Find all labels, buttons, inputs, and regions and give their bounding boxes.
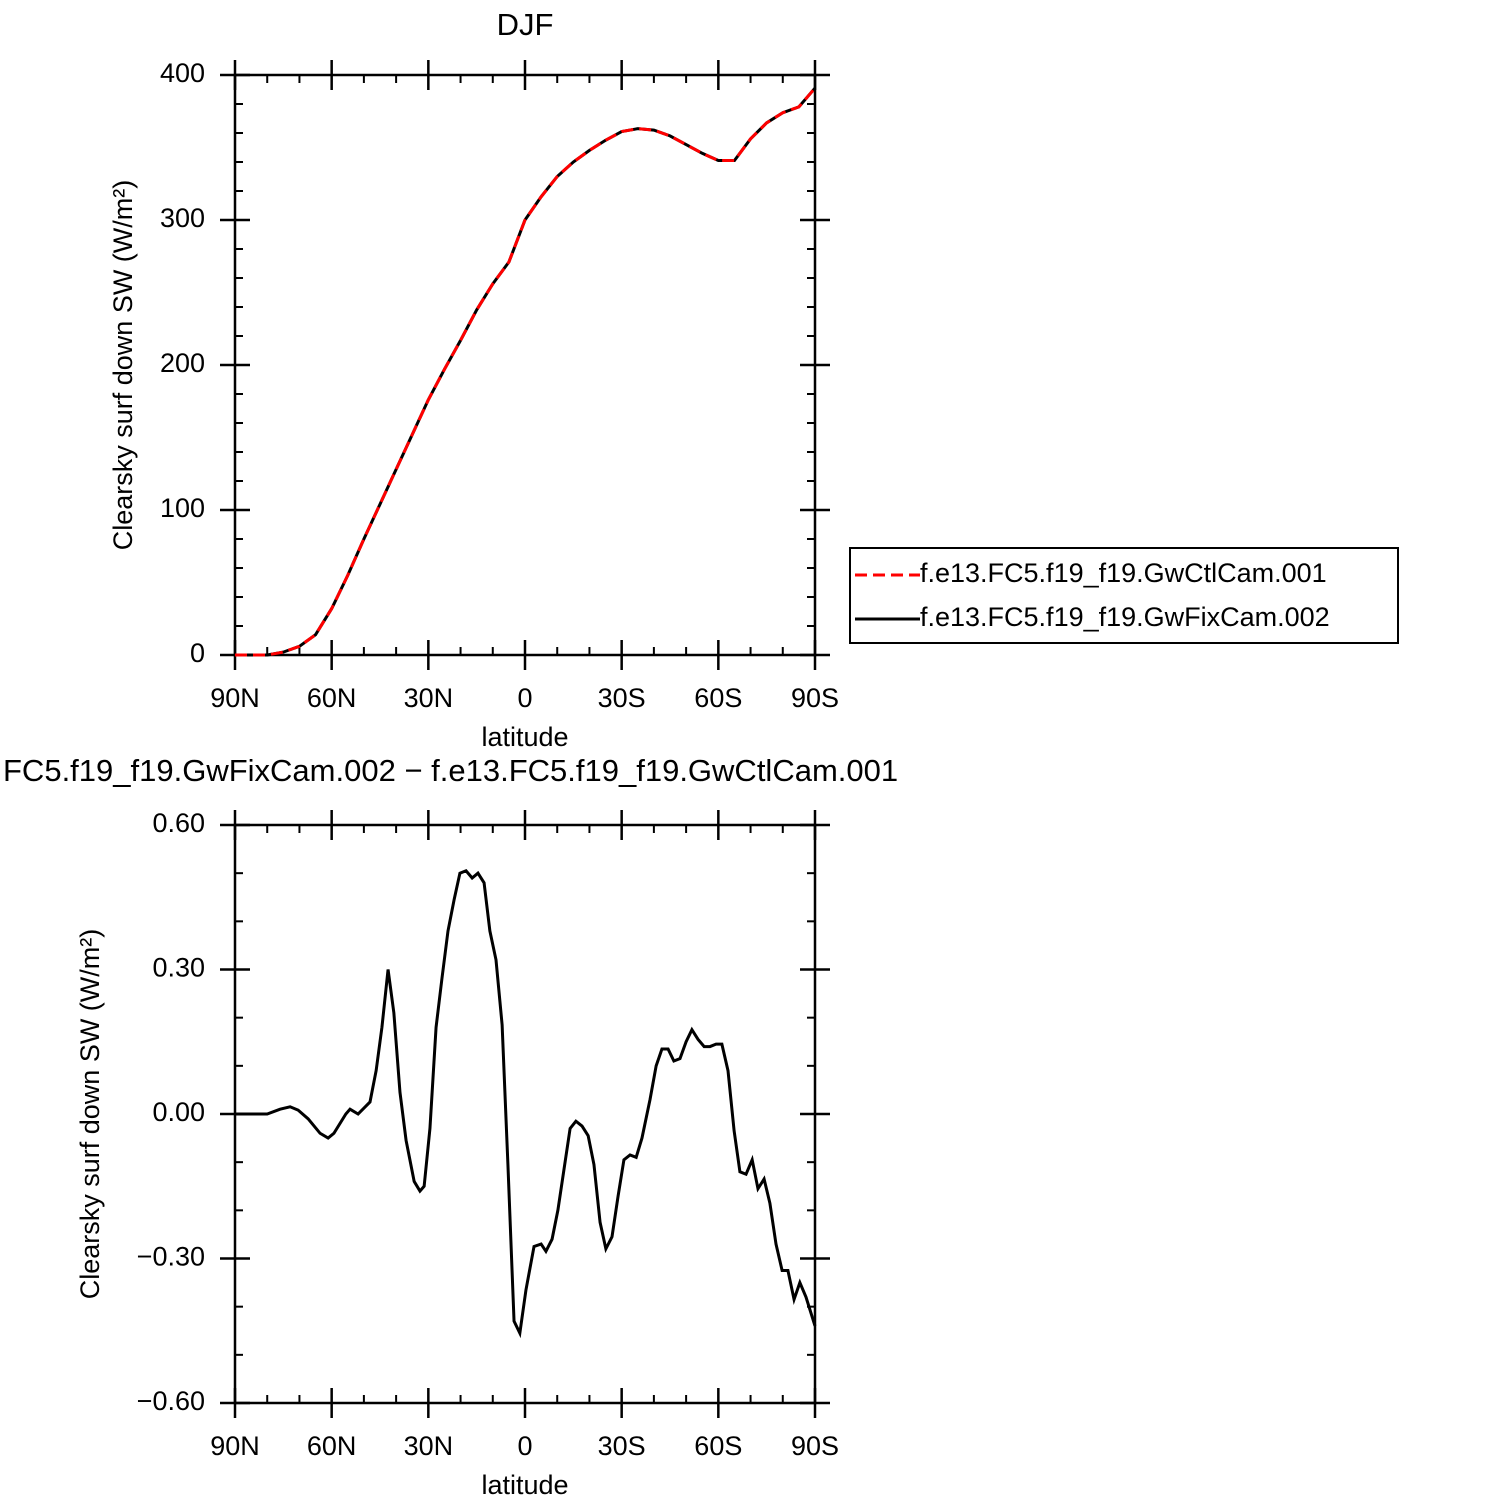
y-tick-label: −0.60	[137, 1386, 205, 1416]
x-tick-label: 0	[517, 683, 532, 713]
x-tick-label: 60N	[307, 1431, 357, 1461]
x-axis-label: latitude	[481, 1470, 568, 1500]
x-tick-label: 90N	[210, 683, 260, 713]
legend-box	[849, 547, 1399, 644]
x-tick-label: 60S	[694, 1431, 742, 1461]
chart-title: DJF	[497, 7, 554, 42]
y-tick-label: 100	[160, 493, 205, 523]
y-tick-label: 0.60	[152, 808, 205, 838]
y-tick-label: 0	[190, 638, 205, 668]
y-tick-label: 400	[160, 58, 205, 88]
data-line	[235, 868, 817, 1339]
x-tick-label: 30N	[404, 1431, 454, 1461]
x-tick-label: 30S	[598, 683, 646, 713]
y-tick-label: 300	[160, 203, 205, 233]
data-line	[235, 87, 817, 657]
y-tick-label: 0.00	[152, 1097, 205, 1127]
y-tick-label: −0.30	[137, 1242, 205, 1272]
x-axis-label: latitude	[481, 722, 568, 752]
y-axis-label: Clearsky surf down SW (W/m²)	[108, 180, 138, 551]
y-tick-label: 200	[160, 348, 205, 378]
x-tick-label: 30N	[404, 683, 454, 713]
legend-label: f.e13.FC5.f19_f19.GwFixCam.002	[920, 602, 1330, 632]
plot-frame	[233, 823, 817, 1405]
data-line	[235, 87, 817, 657]
x-tick-label: 90N	[210, 1431, 260, 1461]
x-tick-label: 60N	[307, 683, 357, 713]
x-tick-label: 90S	[791, 683, 839, 713]
x-tick-label: 0	[517, 1431, 532, 1461]
x-tick-label: 90S	[791, 1431, 839, 1461]
x-tick-label: 60S	[694, 683, 742, 713]
y-axis-label: Clearsky surf down SW (W/m²)	[75, 929, 105, 1300]
chart-title: FC5.f19_f19.GwFixCam.002 − f.e13.FC5.f19…	[3, 753, 898, 788]
y-tick-label: 0.30	[152, 953, 205, 983]
x-tick-label: 30S	[598, 1431, 646, 1461]
legend-label: f.e13.FC5.f19_f19.GwCtlCam.001	[920, 558, 1327, 588]
